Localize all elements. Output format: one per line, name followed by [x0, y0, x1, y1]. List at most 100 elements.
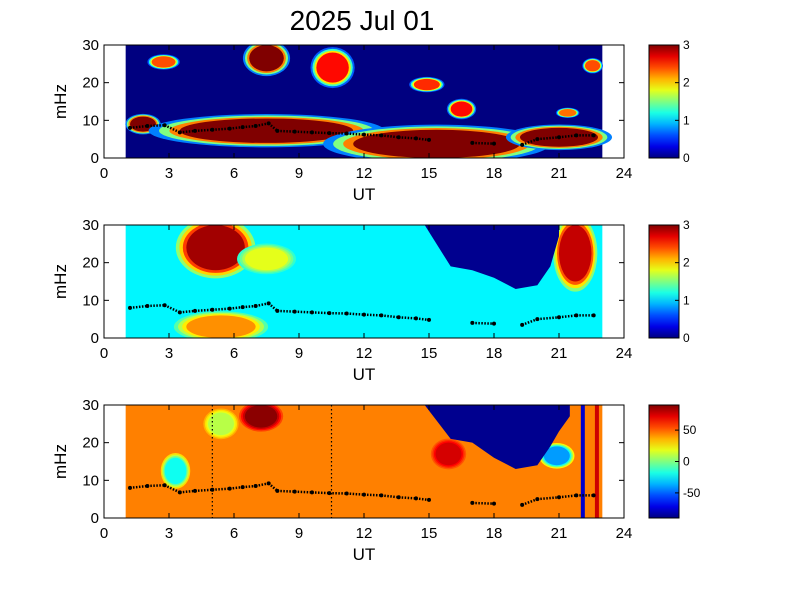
track-point: [492, 141, 496, 146]
x-tick-label: 0: [100, 525, 108, 542]
track-segment: [521, 137, 538, 146]
colorbar-tick-label: -50: [683, 486, 701, 500]
track-point: [427, 497, 431, 502]
spectrogram-blob: [164, 457, 187, 485]
track-segment: [179, 309, 196, 314]
y-tick-label: 20: [82, 255, 99, 272]
track-segment: [229, 125, 243, 130]
x-tick-label: 6: [230, 165, 238, 182]
track-point: [591, 313, 596, 318]
track-segment: [472, 321, 495, 325]
track-segment: [537, 496, 560, 501]
x-tick-label: 18: [486, 345, 503, 362]
spectrogram-blob: [249, 45, 284, 72]
x-tick-label: 15: [421, 525, 438, 542]
colorbar-tick-label: 3: [683, 218, 690, 232]
spectrogram-blob: [450, 101, 473, 117]
spectrogram-blob: [186, 225, 245, 271]
track-segment: [415, 137, 430, 142]
spectrogram-blob: [186, 315, 256, 338]
x-tick-label: 9: [295, 345, 303, 362]
colorbar-tick-label: 0: [683, 455, 690, 469]
spectrogram-blob: [353, 129, 520, 158]
track-segment: [255, 302, 269, 308]
track-point: [591, 493, 596, 498]
track-segment: [179, 489, 196, 494]
x-tick-label: 0: [100, 165, 108, 182]
colorbar-scale: [648, 404, 680, 519]
colorbar: 0 1 2 3: [648, 38, 690, 165]
x-axis-label: UT: [353, 185, 376, 204]
colorbar-tick-label: 50: [683, 423, 697, 437]
colorbar-tick-label: 2: [683, 256, 690, 270]
colorbar-scale: [648, 44, 680, 159]
y-axis-label: mHz: [51, 84, 70, 119]
x-tick-label: 21: [551, 525, 568, 542]
track-point: [492, 501, 496, 506]
track-segment: [521, 317, 538, 326]
x-tick-label: 21: [551, 345, 568, 362]
x-tick-label: 18: [486, 525, 503, 542]
x-tick-label: 12: [356, 525, 373, 542]
y-tick-label: 20: [82, 75, 99, 92]
x-tick-label: 24: [616, 345, 633, 362]
track-segment: [415, 317, 430, 322]
spectrogram-blob: [244, 405, 278, 428]
spectrogram-blob: [151, 56, 176, 68]
x-axis-label: UT: [353, 365, 376, 384]
x-tick-label: 3: [165, 345, 173, 362]
y-tick-label: 10: [82, 472, 99, 489]
x-tick-label: 18: [486, 165, 503, 182]
spectrogram-blob: [413, 78, 440, 91]
spectrogram-blob: [208, 412, 234, 436]
colorbar: 0 1 2 3: [648, 218, 690, 345]
track-point: [427, 317, 431, 322]
colorbar-tick-label: 3: [683, 38, 690, 52]
x-tick-label: 15: [421, 165, 438, 182]
colorbar-tick-label: 1: [683, 113, 690, 127]
track-segment: [255, 122, 269, 128]
track-segment: [242, 304, 256, 309]
masked-region: [424, 225, 559, 290]
track-segment: [472, 501, 495, 505]
x-tick-label: 24: [616, 165, 633, 182]
vertical-band: [594, 405, 599, 518]
spectrogram-blob: [543, 446, 570, 466]
y-tick-label: 20: [82, 435, 99, 452]
vertical-band: [580, 405, 585, 518]
x-tick-label: 3: [165, 525, 173, 542]
y-tick-label: 30: [82, 397, 99, 414]
track-point: [591, 133, 596, 138]
masked-region: [424, 405, 570, 470]
track-segment: [537, 136, 560, 141]
spectrogram-blob: [316, 52, 349, 83]
track-segment: [229, 485, 243, 490]
y-tick-label: 10: [82, 112, 99, 129]
track-segment: [472, 141, 495, 145]
spectrogram-blob: [585, 60, 601, 72]
track-segment: [521, 497, 538, 506]
plot-area: [125, 45, 613, 158]
y-tick-label: 0: [91, 510, 99, 527]
x-tick-label: 21: [551, 165, 568, 182]
track-segment: [242, 484, 256, 489]
track-segment: [255, 482, 269, 488]
y-axis-label: mHz: [51, 444, 70, 479]
plot-area: [125, 225, 603, 338]
colorbar-tick-label: 0: [683, 331, 690, 345]
y-tick-label: 10: [82, 292, 99, 309]
x-tick-label: 0: [100, 345, 108, 362]
figure-title: 2025 Jul 01: [290, 5, 435, 36]
track-segment: [229, 305, 243, 310]
x-tick-label: 12: [356, 165, 373, 182]
spectrogram-blob: [559, 225, 592, 282]
x-tick-label: 12: [356, 345, 373, 362]
track-segment: [537, 316, 560, 321]
spectrogram-blob: [244, 247, 289, 271]
colorbar: 50 0 -50: [648, 404, 701, 519]
track-point: [492, 321, 496, 326]
y-tick-label: 30: [82, 217, 99, 234]
